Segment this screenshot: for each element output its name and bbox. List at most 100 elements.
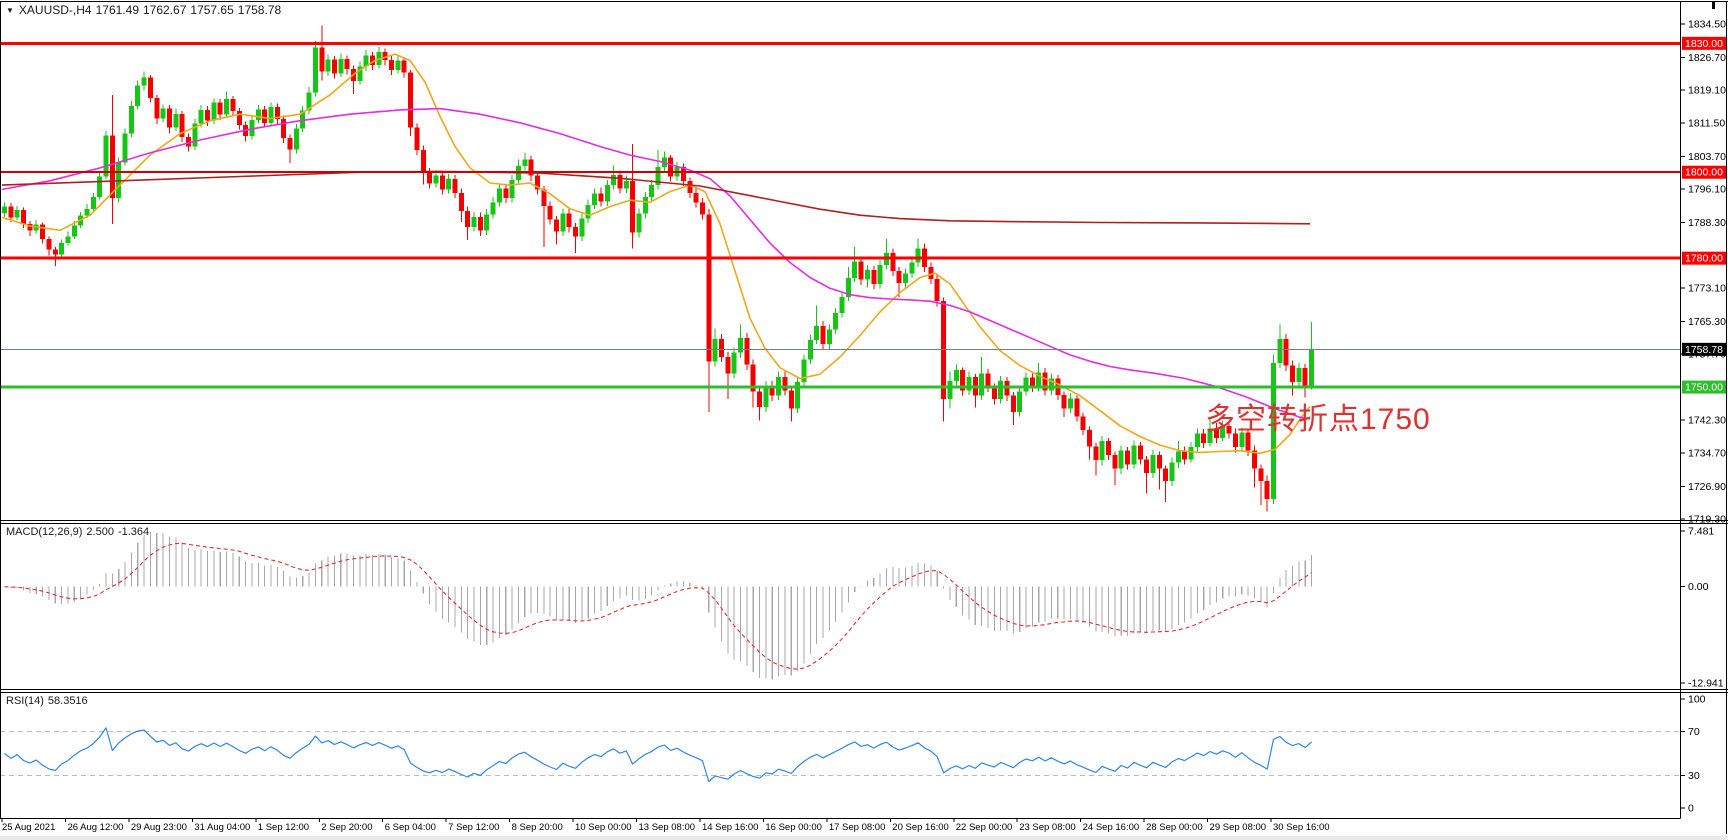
candle-body bbox=[465, 210, 471, 228]
candle-body bbox=[503, 188, 509, 199]
chart-title: ▼ XAUUSD-,H4 1761.49 1762.67 1757.65 1758.78 bbox=[6, 3, 285, 17]
candle-body bbox=[1201, 433, 1207, 443]
candle-body bbox=[991, 387, 997, 400]
symbol-label: XAUUSD-,H4 bbox=[18, 3, 92, 17]
candle-body bbox=[401, 60, 407, 73]
candle-body bbox=[877, 265, 883, 284]
time-tick-label: 8 Sep 20:00 bbox=[512, 822, 563, 833]
candle-body bbox=[2, 206, 7, 214]
candle-body bbox=[598, 193, 604, 202]
candle-body bbox=[27, 223, 33, 231]
candle-body bbox=[1194, 433, 1200, 448]
candle-body bbox=[763, 386, 769, 407]
candle-body bbox=[947, 381, 953, 400]
time-tick-label: 10 Sep 00:00 bbox=[575, 822, 632, 833]
candle-body bbox=[750, 364, 756, 392]
candle-body bbox=[382, 51, 388, 61]
candle-body bbox=[941, 301, 947, 400]
time-tick-label: 30 Sep 16:00 bbox=[1273, 822, 1330, 833]
current-price-badge bbox=[1682, 342, 1726, 356]
candle-body bbox=[281, 118, 287, 138]
candle-body bbox=[186, 137, 192, 147]
candle-body bbox=[1156, 454, 1162, 469]
candle-body bbox=[960, 369, 966, 391]
candle-body bbox=[547, 205, 553, 220]
candle-body bbox=[528, 159, 534, 176]
candle-body bbox=[160, 108, 166, 119]
time-tick-label: 25 Aug 2021 bbox=[2, 822, 55, 833]
price-badge-1830 bbox=[1682, 36, 1726, 50]
time-tick-label: 7 Sep 12:00 bbox=[448, 822, 499, 833]
candle-body bbox=[1163, 468, 1169, 481]
candle-body bbox=[604, 185, 610, 202]
candle-body bbox=[1182, 451, 1188, 460]
candle-body bbox=[236, 111, 242, 125]
candle-body bbox=[655, 167, 661, 186]
candle-body bbox=[1010, 395, 1016, 413]
candle-body bbox=[439, 175, 445, 190]
price-badge-1780 bbox=[1682, 251, 1726, 265]
candle-body bbox=[166, 108, 172, 128]
candle-body bbox=[896, 271, 902, 284]
candle-body bbox=[1271, 363, 1276, 499]
candle-body bbox=[173, 113, 179, 128]
candle-body bbox=[757, 391, 763, 407]
candle-body bbox=[268, 106, 274, 123]
candle-body bbox=[630, 180, 636, 233]
candle-body bbox=[471, 216, 477, 228]
candle-body bbox=[1067, 398, 1073, 409]
candle-body bbox=[59, 243, 65, 255]
symbol-dropdown-icon[interactable]: ▼ bbox=[6, 6, 14, 15]
rsi-axis-label: 100 bbox=[1688, 694, 1706, 706]
candle-body bbox=[287, 137, 293, 150]
candle-body bbox=[1251, 450, 1257, 469]
price-tick-label: 1742.30 bbox=[1688, 415, 1726, 427]
candle-body bbox=[890, 253, 896, 272]
candle-body bbox=[998, 381, 1004, 400]
candle-body bbox=[1188, 447, 1194, 460]
candle-body bbox=[1283, 338, 1289, 366]
candle-body bbox=[103, 135, 109, 177]
price-tick-label: 1796.10 bbox=[1688, 184, 1726, 196]
candle-body bbox=[52, 249, 58, 255]
candle-body bbox=[839, 296, 845, 314]
candle-body bbox=[192, 123, 198, 147]
macd-axis-label: 7.481 bbox=[1688, 526, 1714, 538]
candle-body bbox=[97, 176, 103, 198]
candle-body bbox=[712, 338, 718, 362]
candle-body bbox=[858, 261, 864, 280]
chart-shift-marker[interactable] bbox=[1712, 1, 1715, 9]
candle-body bbox=[376, 51, 382, 65]
candle-body bbox=[1290, 365, 1296, 382]
price-tick-label: 1803.70 bbox=[1688, 151, 1726, 163]
candle-body bbox=[953, 369, 959, 382]
candle-body bbox=[128, 106, 134, 134]
candle-body bbox=[154, 97, 160, 119]
candle-body bbox=[1074, 398, 1080, 417]
time-tick-label: 23 Sep 08:00 bbox=[1019, 822, 1076, 833]
candle-body bbox=[554, 219, 560, 232]
candle-body bbox=[1118, 450, 1124, 469]
candle-body bbox=[522, 159, 528, 167]
time-tick-label: 6 Sep 04:00 bbox=[385, 822, 436, 833]
candle-body bbox=[617, 174, 623, 189]
candle-body bbox=[1175, 451, 1181, 463]
candle-body bbox=[1232, 433, 1238, 448]
time-tick-label: 17 Sep 08:00 bbox=[829, 822, 886, 833]
candle-body bbox=[262, 109, 268, 123]
candle-body bbox=[198, 109, 204, 124]
candle-body bbox=[1277, 338, 1283, 364]
time-tick-label: 14 Sep 16:00 bbox=[702, 822, 759, 833]
candle-body bbox=[1302, 368, 1308, 388]
rsi-axis-label: 70 bbox=[1688, 726, 1700, 738]
time-tick-label: 26 Aug 12:00 bbox=[67, 822, 123, 833]
candle-body bbox=[915, 248, 921, 263]
ma-fast-orange-line bbox=[1, 53, 1311, 455]
candle-body bbox=[1080, 416, 1086, 431]
current-price-badge-text: 1758.78 bbox=[1685, 344, 1723, 356]
candle-body bbox=[871, 270, 877, 284]
candle-body bbox=[122, 133, 128, 163]
candle-body bbox=[484, 214, 490, 231]
